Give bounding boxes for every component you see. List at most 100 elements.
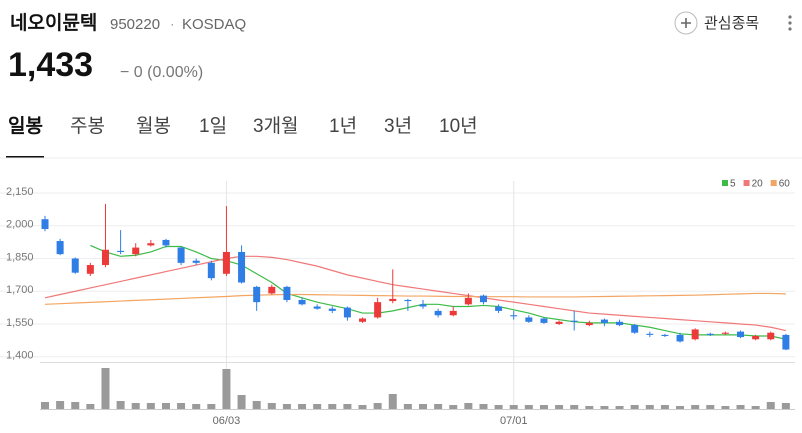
volume-bar: [509, 405, 518, 409]
candle-body: [449, 310, 457, 316]
volume-bar: [449, 405, 458, 409]
plus-icon: [681, 18, 691, 28]
watch-button[interactable]: 관심종목: [674, 11, 759, 35]
volume-bar: [781, 403, 790, 409]
volume-bar: [524, 405, 533, 409]
volume-bar: [373, 403, 382, 409]
volume-bar: [630, 405, 639, 409]
price: 1,433: [8, 46, 93, 84]
separator: ·: [170, 16, 175, 32]
volume-bar: [207, 404, 216, 409]
candle-body: [298, 299, 306, 305]
legend-swatch: [743, 180, 750, 186]
tab[interactable]: 3년: [384, 115, 412, 137]
stock-code: 950220: [110, 16, 160, 33]
candle-body: [495, 306, 503, 311]
candle-body: [600, 319, 608, 323]
legend-swatch: [722, 180, 728, 186]
candle-body: [283, 286, 291, 300]
menu-button[interactable]: [788, 15, 792, 31]
volume-bar: [343, 404, 352, 409]
volume-bar: [494, 405, 503, 409]
volume-bar: [177, 403, 186, 409]
stock-name: 네오이뮨텍: [10, 12, 97, 34]
candle-body: [389, 298, 397, 302]
volume-bar: [86, 404, 95, 409]
volume-bar: [358, 405, 367, 409]
volume-bar: [464, 403, 473, 409]
candle-body: [676, 334, 684, 342]
candle-body: [41, 219, 49, 230]
volume-bar: [645, 405, 654, 409]
volume-bar: [419, 404, 427, 409]
y-tick-label: 1,400: [6, 350, 34, 362]
volume-bar: [570, 405, 579, 409]
legend-label: 5: [730, 179, 736, 190]
y-tick-label: 1,550: [6, 317, 34, 329]
candle-body: [313, 306, 321, 309]
price-change: − 0 (0.00%): [120, 64, 203, 81]
candle-body: [222, 251, 230, 274]
candle-body: [706, 333, 714, 335]
candle-body: [540, 318, 548, 323]
tab[interactable]: 1일: [199, 115, 227, 137]
candle-body: [132, 247, 140, 255]
candle-body: [359, 318, 367, 322]
candle-body: [721, 332, 729, 334]
candle-body: [419, 304, 427, 307]
candle-body: [570, 320, 578, 322]
volume-bar: [116, 401, 125, 409]
volume-bar: [403, 404, 412, 409]
volume-bar: [282, 404, 291, 409]
candle-body: [192, 260, 200, 263]
candle-body: [343, 307, 351, 318]
volume-bar: [751, 406, 760, 409]
tab[interactable]: 1년: [329, 115, 357, 137]
ma-line: [44, 255, 787, 332]
candle-body: [479, 295, 487, 303]
volume-bar: [766, 402, 775, 409]
volume-bar: [388, 394, 397, 409]
candle-body: [162, 239, 170, 246]
tab[interactable]: 일봉: [8, 115, 43, 137]
volume-bar: [252, 401, 261, 409]
volume-bar: [298, 404, 307, 409]
y-tick-label: 2,150: [6, 186, 34, 198]
candle-body: [71, 258, 79, 273]
candle-body: [661, 334, 669, 336]
market: KOSDAQ: [182, 16, 246, 33]
volume-bar: [736, 405, 745, 409]
candle-body: [207, 262, 215, 279]
volume-bar: [585, 406, 594, 409]
volume-bar: [131, 403, 140, 409]
volume-bar: [56, 401, 65, 409]
volume-bar: [328, 404, 337, 409]
tab[interactable]: 10년: [439, 115, 478, 137]
tab[interactable]: 주봉: [70, 116, 105, 137]
candle-body: [404, 299, 412, 302]
candle-body: [238, 251, 246, 283]
tab[interactable]: 월봉: [136, 115, 171, 137]
ma-line: [90, 244, 787, 340]
candle-body: [56, 241, 64, 255]
candle-body: [434, 310, 442, 316]
volume-bar: [600, 406, 609, 409]
candle-body: [101, 249, 109, 266]
volume-bar: [101, 368, 110, 409]
volume-bar: [706, 405, 715, 409]
volume-bar: [222, 369, 231, 409]
candle-body: [631, 325, 639, 333]
volume-bar: [71, 402, 80, 409]
watch-label: 관심종목: [704, 15, 759, 32]
volume-bar: [192, 404, 201, 409]
volume-bar: [313, 404, 322, 409]
legend-swatch: [770, 180, 777, 186]
candle-body: [555, 321, 563, 324]
tab[interactable]: 3개월: [253, 115, 299, 137]
candle-body: [782, 334, 790, 350]
candle-body: [525, 317, 533, 322]
candle-body: [268, 286, 276, 294]
volume-bar: [267, 403, 276, 409]
candle-body: [510, 315, 518, 317]
